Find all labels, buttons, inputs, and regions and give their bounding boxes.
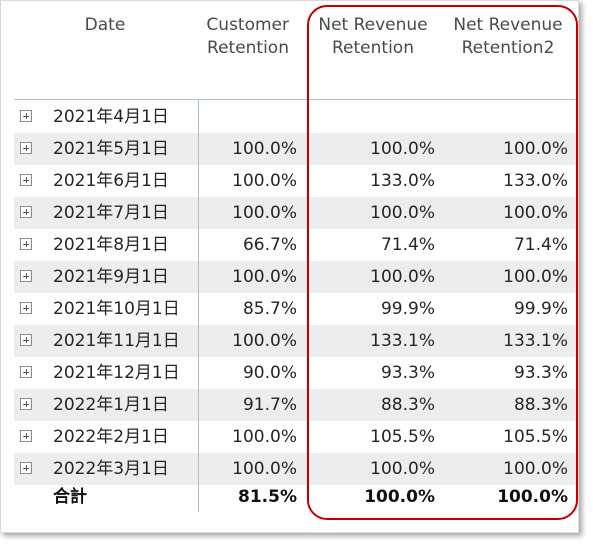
expand-plus-icon[interactable] — [20, 142, 32, 154]
row-customer-retention: 85.7% — [242, 299, 297, 319]
row-net-revenue-retention2 — [454, 101, 568, 133]
table-row: 2021年11月1日 100.0% 133.1% 133.1% — [14, 325, 576, 357]
row-date: 2021年12月1日 — [53, 363, 180, 383]
header-net-revenue-retention2[interactable]: Net Revenue Retention2 — [442, 14, 574, 60]
row-net-revenue-retention2: 100.0% — [503, 267, 568, 287]
row-net-revenue-retention2: 88.3% — [513, 395, 568, 415]
row-date: 2021年10月1日 — [53, 299, 180, 319]
header-net-revenue-retention2-line2: Retention2 — [461, 38, 555, 58]
header-date[interactable]: Date — [65, 14, 145, 37]
row-date: 2022年1月1日 — [53, 395, 169, 415]
row-date: 2021年8月1日 — [53, 235, 169, 255]
expand-plus-icon[interactable] — [20, 334, 32, 346]
total-row: 合計 81.5% 100.0% 100.0% — [14, 481, 576, 513]
row-net-revenue-retention2: 100.0% — [503, 459, 568, 479]
row-net-revenue-retention: 133.0% — [370, 171, 435, 191]
row-net-revenue-retention: 88.3% — [380, 395, 435, 415]
row-customer-retention — [194, 101, 297, 133]
header-divider — [14, 99, 576, 100]
row-net-revenue-retention: 100.0% — [370, 459, 435, 479]
row-customer-retention: 100.0% — [232, 139, 297, 159]
expand-plus-icon[interactable] — [20, 302, 32, 314]
header-net-revenue-retention2-line1: Net Revenue — [453, 15, 563, 35]
row-net-revenue-retention2: 99.9% — [513, 299, 568, 319]
table-row: 2022年3月1日 100.0% 100.0% 100.0% — [14, 453, 576, 485]
row-date: 2021年5月1日 — [53, 139, 169, 159]
total-label: 合計 — [53, 487, 87, 507]
row-customer-retention: 91.7% — [242, 395, 297, 415]
row-customer-retention: 90.0% — [242, 363, 297, 383]
row-customer-retention: 100.0% — [232, 459, 297, 479]
table-row: 2021年5月1日 100.0% 100.0% 100.0% — [14, 133, 576, 165]
table-row: 2021年4月1日 — [14, 101, 576, 133]
expand-plus-icon[interactable] — [20, 398, 32, 410]
row-date: 2022年2月1日 — [53, 427, 169, 447]
row-net-revenue-retention: 100.0% — [370, 267, 435, 287]
row-customer-retention: 100.0% — [232, 331, 297, 351]
total-net-revenue-retention: 100.0% — [364, 487, 435, 507]
table-row: 2021年9月1日 100.0% 100.0% 100.0% — [14, 261, 576, 293]
table-row: 2021年12月1日 90.0% 93.3% 93.3% — [14, 357, 576, 389]
header-customer-retention[interactable]: Customer Retention — [181, 14, 289, 60]
header-customer-retention-line2: Retention — [207, 38, 289, 58]
row-customer-retention: 100.0% — [232, 267, 297, 287]
row-net-revenue-retention: 71.4% — [380, 235, 435, 255]
row-date: 2021年9月1日 — [53, 267, 169, 287]
table-row: 2021年7月1日 100.0% 100.0% 100.0% — [14, 197, 576, 229]
table-row: 2021年8月1日 66.7% 71.4% 71.4% — [14, 229, 576, 261]
row-net-revenue-retention2: 71.4% — [513, 235, 568, 255]
row-net-revenue-retention2: 100.0% — [503, 139, 568, 159]
row-customer-retention: 100.0% — [232, 203, 297, 223]
row-net-revenue-retention2: 133.1% — [503, 331, 568, 351]
total-net-revenue-retention2: 100.0% — [497, 487, 568, 507]
header-net-revenue-retention-line2: Retention — [332, 38, 414, 58]
row-date: 2021年11月1日 — [53, 331, 180, 351]
table-row: 2021年6月1日 100.0% 133.0% 133.0% — [14, 165, 576, 197]
row-net-revenue-retention: 133.1% — [370, 331, 435, 351]
row-date: 2022年3月1日 — [53, 459, 169, 479]
expand-plus-icon[interactable] — [20, 238, 32, 250]
row-net-revenue-retention2: 93.3% — [513, 363, 568, 383]
header-net-revenue-retention-line1: Net Revenue — [318, 15, 428, 35]
row-net-revenue-retention: 100.0% — [370, 203, 435, 223]
table-row: 2022年2月1日 100.0% 105.5% 105.5% — [14, 421, 576, 453]
row-date: 2021年6月1日 — [53, 171, 169, 191]
row-net-revenue-retention2: 105.5% — [503, 427, 568, 447]
row-customer-retention: 66.7% — [242, 235, 297, 255]
row-header-divider — [198, 100, 199, 512]
row-customer-retention: 100.0% — [232, 171, 297, 191]
header-date-label: Date — [84, 15, 126, 35]
row-date: 2021年4月1日 — [53, 107, 169, 127]
header-customer-retention-line1: Customer — [206, 15, 289, 35]
row-net-revenue-retention: 105.5% — [370, 427, 435, 447]
row-net-revenue-retention — [324, 101, 435, 133]
row-customer-retention: 100.0% — [232, 427, 297, 447]
row-net-revenue-retention2: 133.0% — [503, 171, 568, 191]
header-net-revenue-retention[interactable]: Net Revenue Retention — [307, 14, 439, 60]
expand-plus-icon[interactable] — [20, 430, 32, 442]
table-row: 2022年1月1日 91.7% 88.3% 88.3% — [14, 389, 576, 421]
row-net-revenue-retention2: 100.0% — [503, 203, 568, 223]
expand-plus-icon[interactable] — [20, 174, 32, 186]
table-row: 2021年10月1日 85.7% 99.9% 99.9% — [14, 293, 576, 325]
expand-plus-icon[interactable] — [20, 366, 32, 378]
row-date: 2021年7月1日 — [53, 203, 169, 223]
total-customer-retention: 81.5% — [238, 487, 297, 507]
row-net-revenue-retention: 93.3% — [380, 363, 435, 383]
expand-plus-icon[interactable] — [20, 270, 32, 282]
expand-plus-icon[interactable] — [20, 462, 32, 474]
row-net-revenue-retention: 99.9% — [380, 299, 435, 319]
matrix-visual: Date Customer Retention Net Revenue Rete… — [0, 0, 579, 533]
expand-plus-icon[interactable] — [20, 110, 32, 122]
row-net-revenue-retention: 100.0% — [370, 139, 435, 159]
expand-plus-icon[interactable] — [20, 206, 32, 218]
